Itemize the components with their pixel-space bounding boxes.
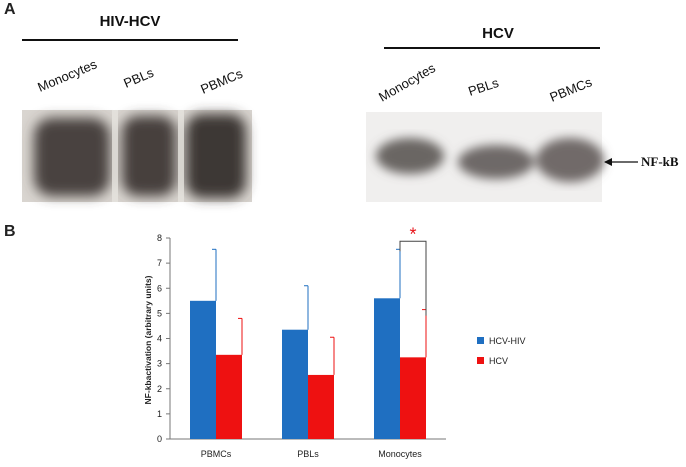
- y-tick-label: 7: [157, 258, 162, 268]
- lane-label-right-pbmcs: PBMCs: [548, 74, 595, 105]
- group-label-hcv: HCV: [482, 25, 514, 42]
- legend-label-hcv: HCV: [489, 356, 508, 366]
- y-axis-label: NF-kbactivation (arbitrary units): [143, 275, 153, 404]
- y-tick-label: 1: [157, 409, 162, 419]
- lane-label-right-pbls: PBLs: [466, 75, 501, 99]
- lane-label-left-monocytes: Monocytes: [35, 56, 99, 95]
- blot-hiv-hcv: [22, 110, 252, 202]
- bar: [216, 354, 242, 439]
- y-tick-label: 2: [157, 384, 162, 394]
- y-tick-label: 3: [157, 359, 162, 369]
- band-label-nfkb: NF-kB: [641, 154, 679, 169]
- x-tick-label: PBMCs: [201, 449, 232, 459]
- lane-label-right-monocytes: Monocytes: [376, 60, 438, 105]
- bar: [282, 329, 308, 439]
- y-tick-label: 5: [157, 308, 162, 318]
- y-tick-label: 0: [157, 434, 162, 444]
- legend-swatch-hcv: [477, 357, 484, 364]
- y-tick-label: 8: [157, 233, 162, 243]
- lane-label-left-pbmcs: PBMCs: [198, 66, 245, 97]
- bar: [190, 300, 216, 439]
- band-arrow-head: [604, 158, 612, 166]
- bar-chart: 0 1 2 3 4 5 6 7 8 PBMCs PBLs Monocytes *: [157, 224, 446, 459]
- legend-label-hcv-hiv: HCV-HIV: [489, 336, 526, 346]
- bar: [400, 357, 426, 439]
- significance-bracket: [399, 240, 427, 316]
- legend: HCV-HIV HCV: [477, 336, 526, 366]
- x-tick-label: PBLs: [297, 449, 319, 459]
- y-tick-label: 6: [157, 283, 162, 293]
- group-label-hiv-hcv: HIV-HCV: [100, 13, 161, 30]
- blot-hcv: [366, 112, 604, 202]
- y-tick-label: 4: [157, 334, 162, 344]
- panel-a-label: A: [4, 1, 16, 18]
- legend-swatch-hcv-hiv: [477, 337, 484, 344]
- bar: [308, 374, 334, 439]
- x-tick-label: Monocytes: [378, 449, 422, 459]
- bar: [374, 298, 400, 439]
- significance-star: *: [409, 224, 416, 244]
- panel-b-label: B: [4, 223, 16, 240]
- lane-label-left-pbls: PBLs: [121, 65, 156, 91]
